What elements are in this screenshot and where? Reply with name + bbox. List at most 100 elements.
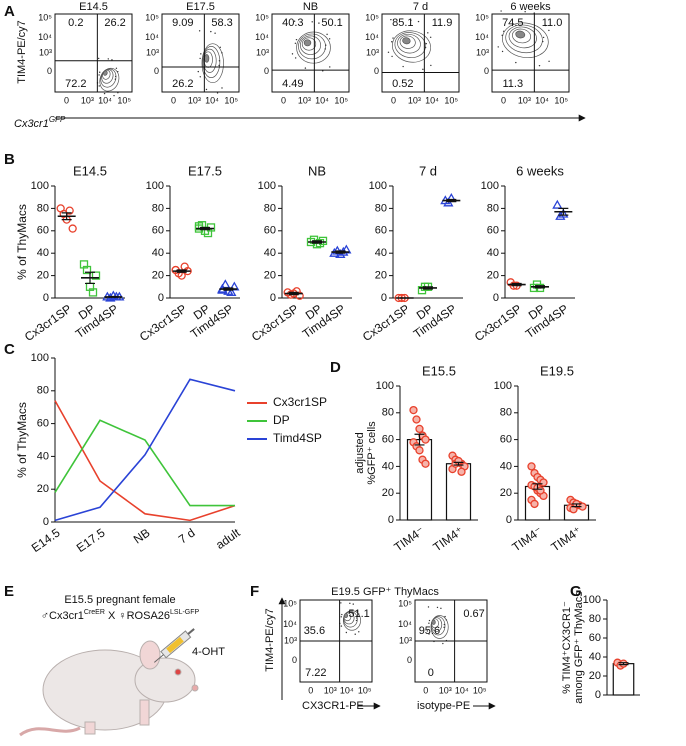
event-dot — [214, 32, 216, 34]
y-tick-label: 60 — [487, 225, 499, 237]
y-tick-label: 10⁴ — [145, 32, 159, 42]
mouse-illustration — [19, 628, 199, 737]
x-tick-label: TIM4⁺ — [548, 524, 584, 555]
x-axis-label: Cx3cr1GFP — [14, 115, 66, 130]
y-tick-label: 100 — [494, 380, 512, 392]
y-tick-label: 0 — [381, 292, 387, 304]
y-tick-label: 60 — [375, 225, 387, 237]
event-dot — [219, 46, 221, 48]
contour — [101, 69, 114, 84]
event-dot — [114, 78, 117, 80]
event-dot — [542, 40, 544, 43]
event-dot — [113, 94, 115, 97]
y-tick-label: 10⁴ — [255, 32, 269, 42]
event-dot — [410, 19, 412, 21]
x-axis-label: CX3CR1-PE — [302, 700, 364, 712]
y-tick-label: 10³ — [284, 635, 297, 645]
event-dot — [390, 18, 392, 21]
data-point — [335, 249, 346, 258]
contour — [303, 39, 312, 47]
data-point — [91, 271, 101, 280]
x-tick-label: adult — [213, 525, 243, 552]
y-tick-label: 0 — [158, 292, 164, 304]
quadrant-value: 4.49 — [282, 78, 303, 90]
data-point — [65, 206, 74, 215]
y-tick-label: 100 — [376, 380, 394, 392]
data-point — [82, 265, 92, 275]
y-tick-label: 0 — [43, 516, 49, 528]
event-dot — [428, 622, 430, 624]
contour — [296, 31, 331, 64]
x-tick-label: E14.5 — [29, 525, 63, 555]
y-tick-label: 0 — [47, 66, 52, 76]
data-point — [194, 222, 204, 231]
event-dot — [340, 625, 343, 627]
flow-f-title: E19.5 GFP⁺ ThyMacs — [331, 586, 439, 598]
event-dot — [200, 53, 202, 55]
x-tick-label: 10⁵ — [473, 685, 487, 695]
quadrant-value: 35.6 — [304, 625, 325, 637]
error-bar — [571, 503, 582, 508]
contour — [99, 67, 120, 92]
data-point — [421, 459, 430, 468]
event-dot — [340, 602, 342, 604]
x-tick-label: 10³ — [518, 95, 531, 105]
event-dot — [340, 616, 342, 618]
y-tick-label: 10³ — [39, 47, 52, 57]
x-tick-label: 10⁴ — [205, 95, 219, 105]
contour — [502, 22, 549, 59]
contour — [402, 37, 411, 45]
event-dot — [427, 606, 430, 608]
event-dot — [324, 48, 326, 50]
y-tick-label: 100 — [146, 180, 164, 192]
y-tick-label: 40 — [264, 247, 276, 259]
x-tick-label: 0 — [308, 685, 313, 695]
x-tick-label: Cx3cr1SP — [22, 302, 74, 344]
x-axis-label: isotype-PE — [417, 700, 470, 712]
event-dot — [501, 34, 503, 37]
x-tick-label: 10⁴ — [315, 95, 329, 105]
error-bar — [288, 291, 299, 296]
panel-label: D — [330, 359, 341, 376]
y-tick-label: 80 — [264, 202, 276, 214]
y-tick-label: 0 — [292, 655, 297, 665]
x-tick-label: TIM4⁺ — [430, 524, 466, 555]
event-dot — [436, 606, 439, 609]
x-tick-label: 10⁵ — [224, 95, 238, 105]
y-tick-label: 100 — [583, 594, 601, 606]
quadrant-value: 26.2 — [104, 17, 125, 29]
event-dot — [392, 37, 394, 39]
event-dot — [117, 92, 119, 94]
event-dot — [293, 20, 296, 22]
quadrant-value: 74.5 — [502, 17, 523, 29]
x-tick-label: 10⁵ — [554, 95, 568, 105]
event-dot — [427, 32, 429, 34]
y-tick-label: 10⁵ — [145, 12, 159, 22]
y-tick-label: 20 — [152, 270, 164, 282]
event-dot — [294, 42, 297, 45]
y-tick-label: 60 — [500, 434, 512, 446]
event-dot — [311, 21, 313, 23]
panel-label: C — [4, 341, 15, 358]
error-bar — [176, 269, 187, 273]
y-tick-label: 10³ — [366, 47, 379, 57]
error-bar — [453, 461, 464, 466]
y-axis-label: % of ThyMacs — [15, 204, 29, 280]
x-tick-label: Cx3cr1SP — [137, 302, 189, 344]
error-bar — [446, 198, 457, 203]
error-bar — [618, 662, 629, 666]
y-tick-label: 20 — [382, 487, 394, 499]
error-bar — [414, 433, 425, 446]
legend-label: Timd4SP — [273, 431, 322, 445]
y-axis-label: % TIM4⁺CX3CR1⁻ — [561, 601, 573, 694]
quadrant-value: 51.1 — [348, 608, 369, 620]
event-dot — [444, 615, 446, 618]
x-tick-label: 10³ — [81, 95, 94, 105]
event-dot — [318, 22, 320, 24]
y-tick-label: 20 — [37, 483, 49, 495]
event-dot — [216, 92, 219, 94]
y-tick-label: 20 — [264, 270, 276, 282]
contour — [299, 35, 322, 55]
y-tick-label: 0 — [270, 292, 276, 304]
quadrant-value: 0.2 — [68, 17, 83, 29]
